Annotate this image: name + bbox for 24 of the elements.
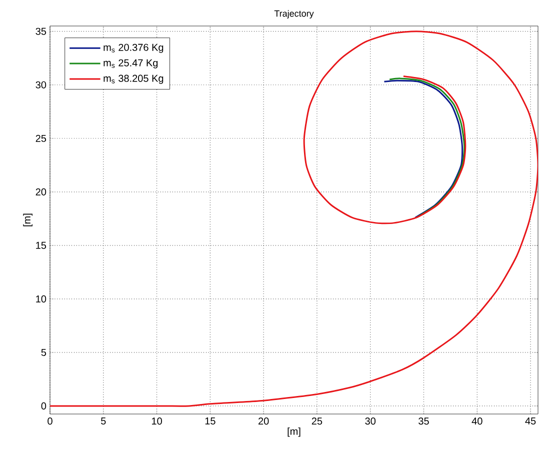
x-tick-label: 35 (418, 418, 429, 425)
x-tick-label: 20 (258, 418, 269, 425)
x-tick-label: 5 (101, 418, 106, 425)
y-tick-label: 25 (36, 134, 46, 142)
x-axis-title: [m] (288, 427, 300, 437)
x-tick-label: 40 (472, 418, 482, 425)
legend-label: m$_{s}$ 25.47 Kg (104, 59, 158, 68)
y-tick-label: 35 (36, 28, 46, 35)
y-tick-label: 5 (41, 348, 46, 356)
y-tick-label: 15 (36, 242, 46, 249)
y-tick-label: 0 (41, 402, 46, 410)
legend-label: m$_{s}$ 38.205 Kg (104, 74, 164, 84)
x-tick-label: 25 (312, 418, 322, 425)
x-tick-label: 10 (152, 418, 162, 425)
y-tick-label: 20 (36, 188, 46, 196)
x-tick-label: 15 (205, 418, 216, 425)
x-tick-label: 0 (48, 418, 52, 425)
x-tick-label: 30 (365, 418, 376, 425)
y-tick-label: 30 (36, 81, 46, 88)
legend-label: m$_{s}$ 20.376 Kg (104, 44, 164, 53)
x-tick-label: 45 (525, 418, 536, 425)
y-axis-title: [m] (23, 214, 32, 226)
chart-title: Trajectory (274, 10, 314, 18)
y-tick-label: 10 (36, 295, 46, 302)
